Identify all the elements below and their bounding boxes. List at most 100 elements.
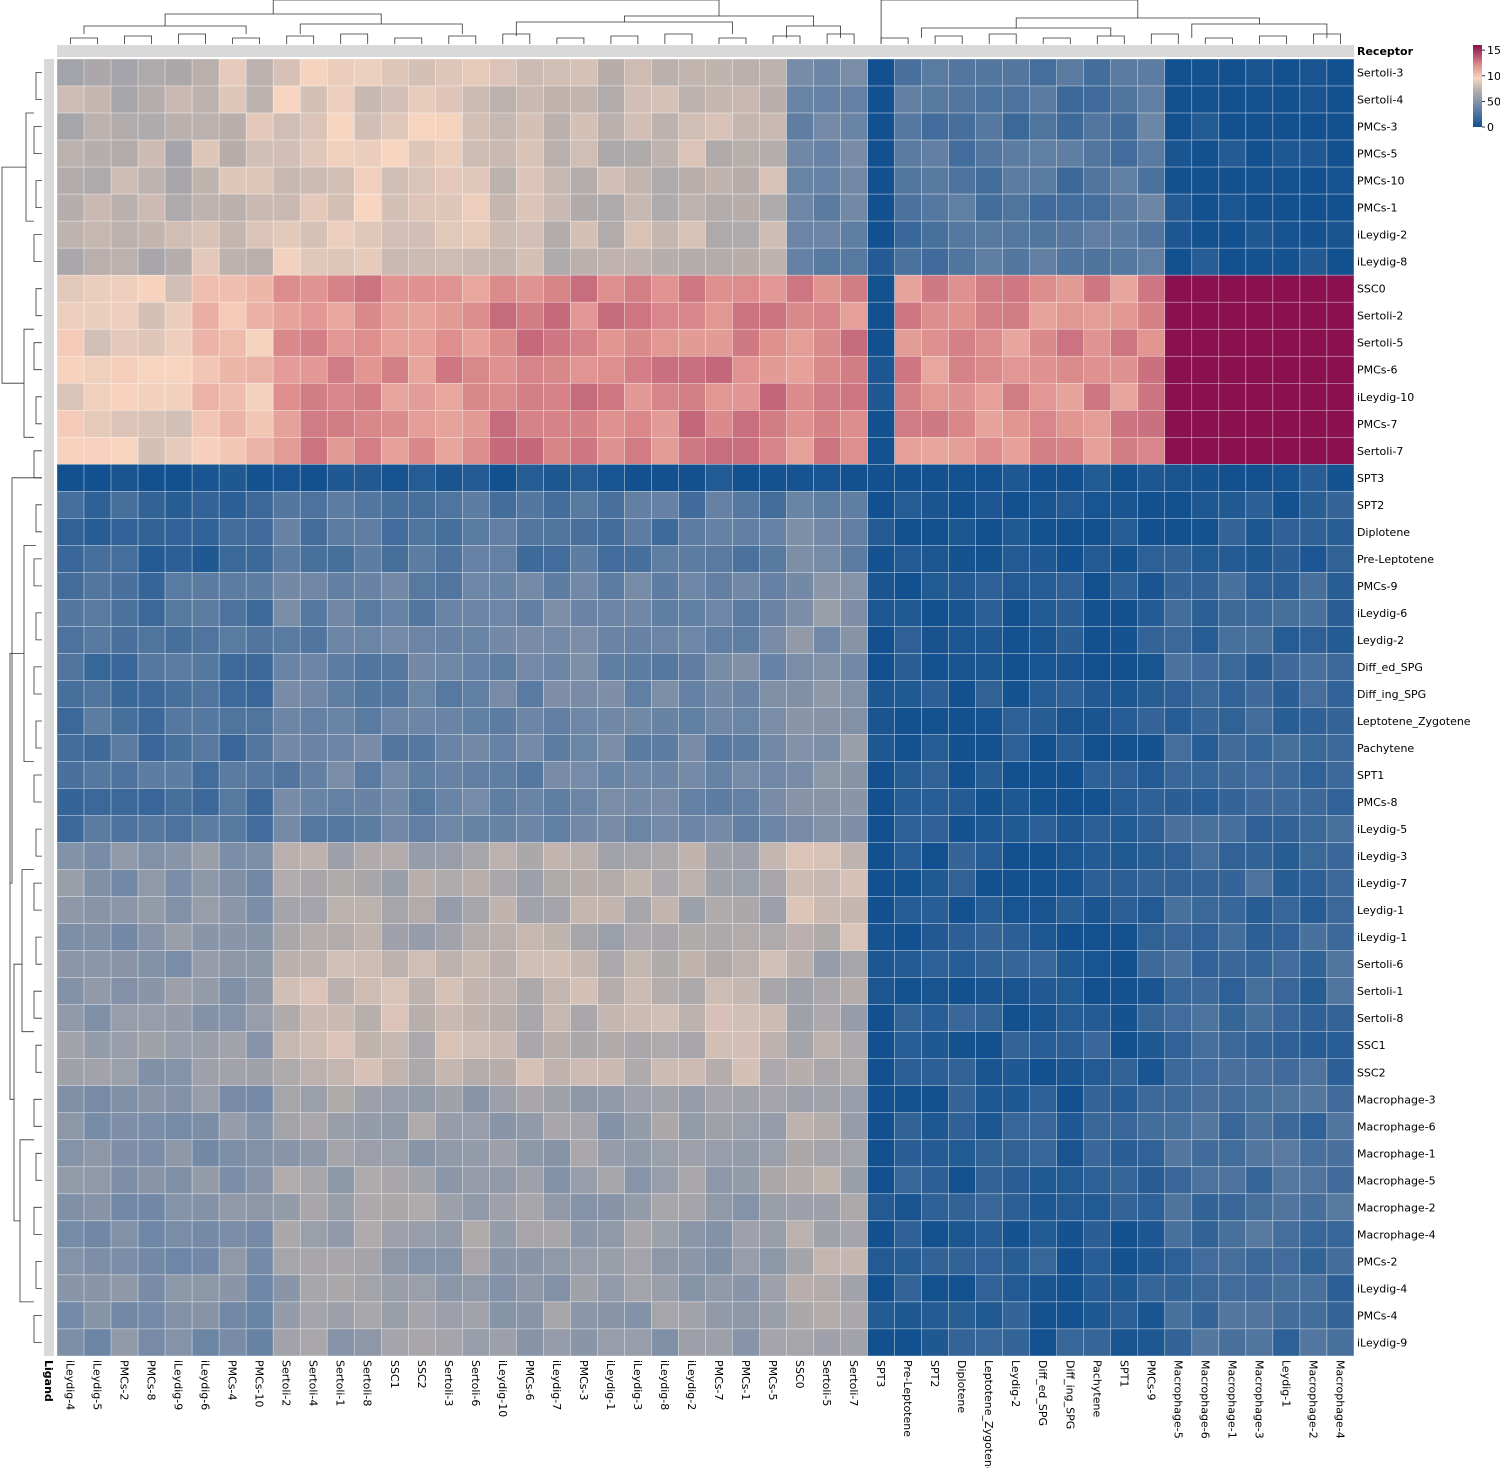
heatmap-cell [408,328,436,357]
heatmap-cell [272,410,301,438]
heatmap-cell [1218,58,1247,87]
heatmap-cell [489,1247,517,1276]
heatmap-cell [1029,896,1057,924]
heatmap-cell [191,274,220,303]
heatmap-cell [786,761,814,789]
heatmap-cell [867,166,895,195]
heatmap-cell [732,193,760,222]
heatmap-cell [218,869,247,897]
heatmap-cell [1299,247,1328,276]
heatmap-cell [435,761,463,789]
heatmap-cell [462,761,490,789]
heatmap-cell [624,382,652,411]
column-label: PMCs-3 [577,1360,590,1401]
heatmap-cell [813,1328,841,1357]
heatmap-cell [1245,1004,1274,1032]
heatmap-cell [1272,626,1301,654]
heatmap-cell [840,491,868,519]
heatmap-cell [1110,1004,1139,1032]
heatmap-cell [1137,328,1166,357]
heatmap-cell [759,328,787,357]
dendrogram-link [556,37,585,44]
heatmap-cell [597,707,625,735]
heatmap-cell [1029,437,1057,465]
heatmap-cell [975,1112,1003,1141]
heatmap-cell [786,301,814,330]
heatmap-cell [489,58,517,87]
heatmap-cell [435,626,463,654]
heatmap-cell [921,85,949,114]
heatmap-cell [894,1220,922,1249]
heatmap-cell [786,734,814,762]
heatmap-cell [1083,815,1112,843]
heatmap-cell [245,869,274,897]
heatmap-cell [1056,1193,1085,1222]
heatmap-cell [1110,1085,1139,1114]
heatmap-cell [813,112,841,141]
heatmap-cell [570,382,598,411]
heatmap-cell [597,626,625,654]
heatmap-cell [218,653,247,681]
heatmap-cell [489,1139,517,1168]
row-label: Macrophage-1 [1357,1147,1436,1160]
heatmap-cell [570,680,598,708]
heatmap-cell [759,653,787,681]
heatmap-cell [678,247,706,276]
heatmap-cell [759,464,787,492]
heatmap-cell [1002,734,1030,762]
column-label: Macrophage-6 [1198,1360,1211,1439]
heatmap-cell [191,545,220,573]
heatmap-cell [272,788,301,816]
heatmap-cell [543,1004,571,1032]
dendrogram-link [286,35,315,44]
heatmap-cell [516,410,544,438]
heatmap-cell [1299,1328,1328,1357]
heatmap-cell [489,1058,517,1087]
heatmap-cell [1191,761,1220,789]
heatmap-cell [894,193,922,222]
dendrogram-link [178,33,206,44]
heatmap-cell [191,1085,220,1114]
heatmap-cell [1002,85,1030,114]
heatmap-cell [894,1301,922,1330]
heatmap-cell [353,950,382,978]
heatmap-cell [1299,545,1328,573]
heatmap-cell [1326,707,1355,735]
heatmap-cell [624,1247,652,1276]
row-label: PMCs-9 [1357,580,1398,593]
heatmap-cell [570,1247,598,1276]
heatmap-cell [867,923,895,951]
heatmap-cell [462,220,490,249]
heatmap-cell [813,247,841,276]
heatmap-cell [56,85,85,114]
heatmap-cell [326,1220,355,1249]
heatmap-cell [299,1058,328,1087]
heatmap-cell [516,166,544,195]
heatmap-cell [56,247,85,276]
dendrogram-link [340,33,369,44]
heatmap-cell [1029,1085,1057,1114]
heatmap-cell [380,1328,409,1357]
heatmap-cell [435,464,463,492]
heatmap-cell [867,680,895,708]
heatmap-cell [326,382,355,411]
heatmap-cell [1164,1139,1193,1168]
heatmap-cell [1002,328,1030,357]
heatmap-cell [1110,437,1139,465]
heatmap-cell [462,1139,490,1168]
heatmap-cell [975,1166,1003,1195]
heatmap-cell [1083,220,1112,249]
heatmap-cell [245,437,274,465]
heatmap-cell [56,1247,85,1276]
heatmap-cell [408,301,436,330]
heatmap-cell [543,599,571,627]
row-axis-title: Receptor [1357,45,1414,58]
heatmap-cell [1110,1301,1139,1330]
heatmap-cell [786,247,814,276]
heatmap-cell [867,193,895,222]
heatmap-cell [137,1166,166,1195]
heatmap-cell [975,545,1003,573]
heatmap-cell [705,1274,733,1303]
heatmap-cell [1245,247,1274,276]
heatmap-cell [408,869,436,897]
